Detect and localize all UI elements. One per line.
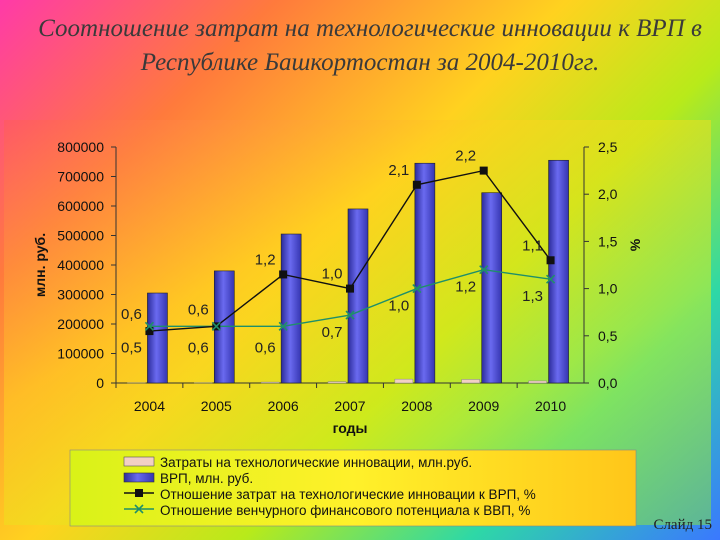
y-tick-label: 200000: [57, 316, 104, 332]
data-label-venture-ratio: 0,5: [121, 339, 142, 356]
marker-costs-ratio: [479, 166, 488, 175]
legend-label: Отношение затрат на технологические инно…: [160, 487, 536, 502]
marker-costs-ratio: [346, 284, 354, 293]
slide-number: Слайд 15: [653, 517, 712, 533]
y-axis-title: млн. руб.: [32, 233, 48, 297]
x-tick-label: 2010: [535, 398, 566, 414]
y-tick-label: 300000: [57, 287, 104, 303]
y-tick-label: 100000: [57, 346, 104, 362]
bar-grp: [347, 208, 369, 384]
bar-costs: [394, 378, 414, 384]
bar-costs: [461, 379, 480, 384]
bar-grp: [147, 292, 168, 384]
marker-venture-ratio: [144, 321, 154, 331]
bar-grp: [548, 159, 569, 384]
data-label-costs-ratio: 1,0: [322, 266, 343, 283]
marker-venture-ratio: [479, 265, 489, 275]
y2-axis-title: %: [627, 238, 643, 251]
y2-tick-label: 0,5: [598, 328, 618, 344]
bar-grp: [280, 233, 302, 384]
y2-tick-label: 2,5: [598, 139, 618, 155]
legend-swatch-venture-marker: [134, 504, 144, 514]
bar-costs: [528, 380, 547, 384]
legend-label: Отношение венчурного финансового потенци…: [160, 503, 530, 518]
data-label-costs-ratio: 0,6: [188, 301, 209, 318]
y-tick-label: 500000: [57, 228, 104, 244]
x-tick-label: 2004: [134, 398, 165, 414]
data-label-costs-ratio: 2,2: [455, 148, 476, 165]
marker-costs-ratio: [546, 256, 555, 265]
data-label-venture-ratio: 1,2: [455, 279, 476, 296]
data-label-venture-ratio: 0,6: [255, 339, 276, 356]
bar-costs: [260, 381, 280, 384]
x-tick-label: 2009: [468, 398, 499, 414]
data-label-costs-ratio: 1,1: [522, 237, 543, 254]
marker-venture-ratio: [412, 284, 422, 294]
x-tick-label: 2007: [334, 398, 365, 414]
y2-tick-label: 1,0: [598, 281, 618, 297]
y-tick-label: 600000: [57, 198, 104, 214]
x-tick-label: 2005: [201, 398, 232, 414]
bar-grp: [481, 192, 503, 384]
bar-grp: [414, 162, 436, 384]
legend-label: ВРП, млн. руб.: [160, 471, 253, 486]
marker-venture-ratio: [546, 274, 556, 284]
marker-costs-ratio: [279, 270, 288, 279]
legend-box: [69, 449, 637, 527]
legend-swatch-costs-ratio-marker: [135, 489, 143, 497]
data-label-costs-ratio: 1,2: [255, 251, 276, 268]
data-label-venture-ratio: 1,3: [522, 288, 543, 305]
data-label-costs-ratio: 2,1: [388, 162, 409, 179]
data-label-venture-ratio: 0,6: [188, 339, 209, 356]
x-tick-label: 2006: [268, 398, 299, 414]
data-label-costs-ratio: 0,6: [121, 306, 142, 323]
marker-venture-ratio: [278, 321, 288, 331]
legend-swatch-costs: [123, 456, 155, 467]
y2-tick-label: 1,5: [598, 233, 618, 249]
marker-costs-ratio: [412, 180, 421, 189]
y-tick-label: 400000: [57, 257, 104, 273]
y-tick-label: 0: [96, 375, 104, 391]
slide-title: Соотношение затрат на технологические ин…: [38, 15, 702, 76]
x-tick-label: 2008: [401, 398, 432, 414]
data-label-venture-ratio: 1,0: [388, 298, 409, 315]
y-tick-label: 800000: [57, 139, 104, 155]
y2-tick-label: 0,0: [598, 375, 618, 391]
marker-venture-ratio: [345, 310, 355, 320]
y-tick-label: 700000: [57, 169, 104, 185]
legend-label: Затраты на технологические инновации, мл…: [160, 455, 472, 470]
bar-costs: [327, 381, 347, 384]
legend-swatch-grp: [123, 472, 155, 483]
marker-costs-ratio: [145, 327, 154, 336]
marker-venture-ratio: [211, 321, 221, 331]
x-axis-title: годы: [333, 420, 368, 436]
data-label-venture-ratio: 0,7: [322, 324, 343, 341]
y2-tick-label: 2,0: [598, 186, 618, 202]
